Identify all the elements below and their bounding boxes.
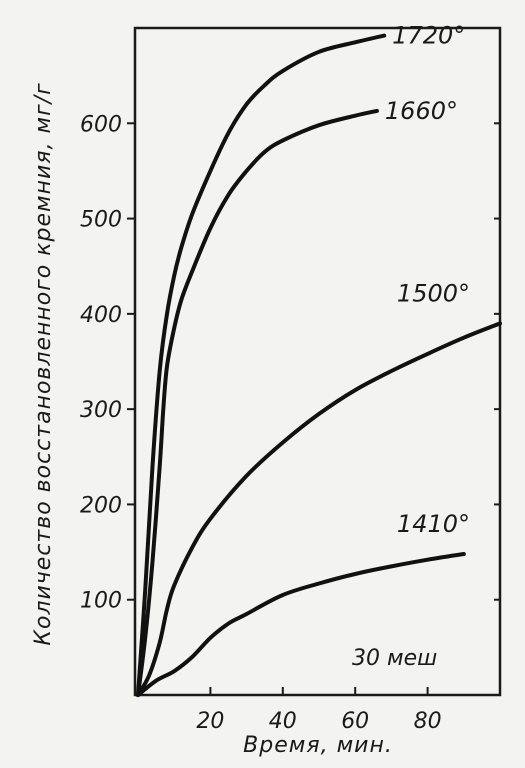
series-label-3: 1410° bbox=[397, 510, 470, 538]
series-label-0: 1720° bbox=[392, 22, 465, 50]
series-label-2: 1500° bbox=[397, 279, 470, 307]
x-tick-label: 40 bbox=[269, 709, 297, 734]
series-line-2 bbox=[136, 321, 502, 697]
y-tick-label: 600 bbox=[80, 112, 122, 137]
x-tick-label: 80 bbox=[414, 709, 442, 734]
series-lines bbox=[136, 33, 502, 697]
x-axis-ticks: 20 40 60 80 bbox=[196, 687, 442, 734]
y-tick-label: 500 bbox=[80, 208, 122, 233]
plot-frame bbox=[133, 26, 502, 697]
y-axis-ticks: 100 200 300 400 500 600 bbox=[80, 112, 500, 614]
series-line-0 bbox=[136, 33, 387, 697]
annotation-mesh: 30 меш bbox=[352, 646, 437, 671]
y-axis-title: Количество восстановленного кремния, мг/… bbox=[31, 82, 56, 645]
series-label-1: 1660° bbox=[385, 97, 458, 125]
x-tick-label: 60 bbox=[341, 709, 369, 734]
y-tick-label: 200 bbox=[80, 493, 122, 518]
x-tick-label: 20 bbox=[196, 709, 224, 734]
series-labels: 1720° 1660° 1500° 1410° bbox=[385, 22, 470, 538]
series-line-1 bbox=[136, 108, 379, 697]
y-tick-label: 100 bbox=[80, 589, 122, 614]
y-tick-label: 400 bbox=[80, 303, 122, 328]
series-line-3 bbox=[136, 552, 466, 697]
x-axis-title: Время, мин. bbox=[243, 733, 393, 758]
y-tick-label: 300 bbox=[80, 398, 122, 423]
